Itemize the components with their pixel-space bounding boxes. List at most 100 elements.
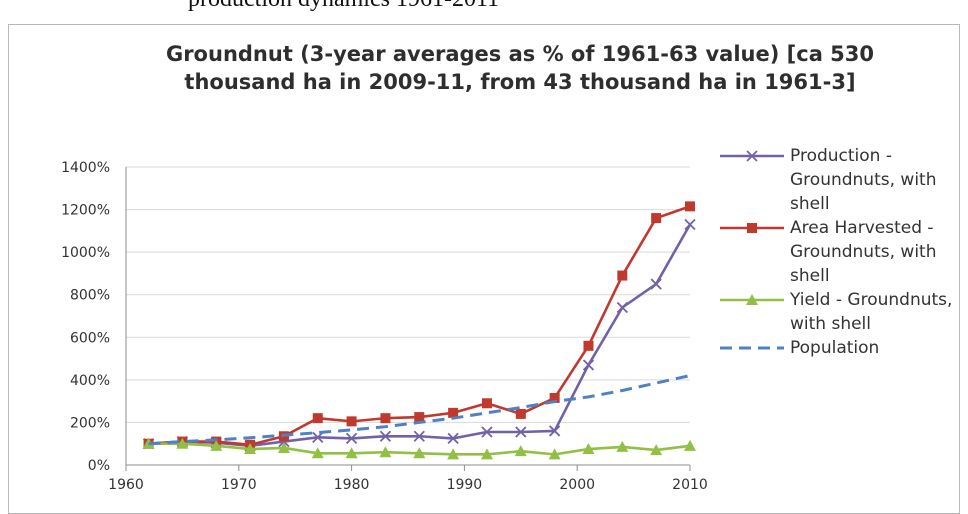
chart-plot: 0% 200% 400% 600% 800% 1000% 1200% 1400% 1960 197… bbox=[61, 160, 708, 493]
data-point-yield bbox=[548, 448, 561, 460]
legend-item-area-harvested: Area Harvested - Groundnuts, with shell bbox=[718, 216, 963, 288]
data-point-yield-shape bbox=[277, 441, 290, 453]
data-point-area-harvested bbox=[481, 398, 492, 409]
y-tick-label: 600% bbox=[70, 330, 110, 346]
legend-swatch-area-harvested bbox=[720, 223, 784, 233]
data-point-production-stroke bbox=[684, 218, 696, 231]
data-point-production bbox=[650, 278, 662, 290]
data-point-yield bbox=[311, 447, 324, 459]
data-point-production-stroke bbox=[582, 359, 595, 371]
data-point-area-harvested bbox=[346, 416, 357, 427]
y-tick-label: 1400% bbox=[61, 160, 110, 176]
data-point-production-stroke bbox=[616, 301, 628, 314]
y-tick-label: 1200% bbox=[61, 203, 110, 219]
data-point-yield bbox=[616, 440, 629, 452]
data-point-production bbox=[379, 430, 392, 442]
data-point-area-harvested bbox=[685, 201, 695, 212]
data-point-area-harvested-shape bbox=[312, 413, 323, 424]
legend-swatch-population bbox=[720, 346, 784, 350]
data-point-production bbox=[447, 432, 459, 445]
data-point-production-stroke bbox=[447, 432, 459, 445]
data-point-yield bbox=[582, 443, 595, 455]
data-point-production bbox=[312, 431, 324, 443]
data-point-production bbox=[481, 426, 493, 438]
legend-label-yield: Yield - Groundnuts, with shell bbox=[790, 290, 953, 334]
legend-label-population: Population bbox=[790, 338, 880, 358]
data-point-yield-shape bbox=[244, 443, 257, 455]
data-point-production-stroke bbox=[312, 431, 324, 443]
data-point-area-harvested-shape bbox=[414, 412, 425, 423]
data-point-yield-shape bbox=[616, 440, 629, 452]
x-tick-label: 1990 bbox=[447, 477, 483, 493]
legend-marker-production-stroke bbox=[746, 150, 758, 162]
x-tick-label: 2000 bbox=[559, 477, 595, 493]
data-point-yield-shape bbox=[650, 444, 663, 456]
legend-marker-yield bbox=[746, 294, 758, 305]
legend-marker-area-harvested bbox=[747, 223, 757, 233]
y-tick-label: 800% bbox=[70, 288, 110, 304]
y-tick-label: 1000% bbox=[61, 245, 110, 261]
y-tick-label: 400% bbox=[70, 373, 110, 389]
data-point-yield-shape bbox=[413, 447, 426, 459]
data-point-yield-shape bbox=[514, 445, 527, 457]
data-point-production bbox=[413, 430, 425, 442]
data-point-area-harvested bbox=[617, 270, 628, 281]
data-point-yield bbox=[480, 448, 493, 460]
data-point-yield-shape bbox=[379, 446, 392, 458]
data-point-production-stroke bbox=[379, 430, 392, 442]
data-point-yield bbox=[244, 443, 257, 455]
series-line-population bbox=[148, 374, 691, 446]
data-point-yield-shape bbox=[582, 443, 595, 455]
data-point-yield bbox=[650, 444, 663, 456]
y-tick-label: 0% bbox=[88, 458, 110, 474]
x-tick-label: 1980 bbox=[334, 477, 370, 493]
data-point-yield-shape bbox=[480, 448, 493, 460]
data-point-yield bbox=[413, 447, 426, 459]
data-point-area-harvested-shape bbox=[515, 408, 526, 419]
chart-title: Groundnut (3-year averages as % of 1961-… bbox=[165, 42, 875, 94]
data-point-area-harvested-shape bbox=[549, 392, 560, 403]
x-tick-label: 1960 bbox=[108, 477, 144, 493]
legend-item-yield: Yield - Groundnuts, with shell bbox=[718, 288, 963, 336]
data-point-yield bbox=[447, 448, 460, 460]
legend-marker-production bbox=[746, 150, 758, 162]
legend-label-area-harvested: Area Harvested - Groundnuts, with shell bbox=[790, 218, 937, 286]
data-point-yield-shape bbox=[684, 439, 696, 451]
legend-marker-yield-shape bbox=[746, 294, 758, 305]
data-point-yield-shape bbox=[548, 448, 561, 460]
data-point-area-harvested-shape bbox=[685, 201, 695, 212]
data-point-yield-shape bbox=[311, 447, 324, 459]
data-point-area-harvested-shape bbox=[583, 340, 594, 351]
data-point-area-harvested bbox=[549, 392, 560, 403]
data-point-yield bbox=[379, 446, 392, 458]
data-point-area-harvested-shape bbox=[448, 407, 459, 418]
data-point-production bbox=[549, 425, 561, 437]
data-point-area-harvested bbox=[651, 213, 662, 224]
data-point-area-harvested-shape bbox=[481, 398, 492, 409]
legend-item-production: Production - Groundnuts, with shell bbox=[718, 144, 963, 216]
data-point-area-harvested-shape bbox=[380, 413, 391, 424]
data-point-area-harvested bbox=[515, 408, 526, 419]
data-point-yield bbox=[514, 445, 527, 457]
legend-swatch-yield bbox=[720, 294, 784, 305]
data-point-area-harvested-shape bbox=[651, 213, 662, 224]
data-point-area-harvested bbox=[380, 413, 391, 424]
x-tick-label: 2010 bbox=[672, 477, 708, 493]
data-point-yield bbox=[210, 439, 223, 451]
data-point-production-stroke bbox=[515, 426, 527, 438]
legend-item-population: Population bbox=[718, 336, 963, 360]
data-point-production-stroke bbox=[549, 425, 561, 437]
legend-marker-area-harvested-shape bbox=[747, 223, 757, 233]
data-point-production-stroke bbox=[413, 430, 425, 442]
data-point-production bbox=[515, 426, 527, 438]
data-point-production-stroke bbox=[345, 432, 358, 445]
data-point-area-harvested bbox=[448, 407, 459, 418]
data-point-area-harvested bbox=[414, 412, 425, 423]
data-point-production-stroke bbox=[481, 426, 493, 438]
data-point-area-harvested-shape bbox=[346, 416, 357, 427]
data-point-yield bbox=[684, 439, 696, 451]
data-point-area-harvested bbox=[583, 340, 594, 351]
data-point-production bbox=[684, 218, 696, 231]
data-point-area-harvested bbox=[312, 413, 323, 424]
legend-label-production: Production - Groundnuts, with shell bbox=[790, 146, 937, 214]
